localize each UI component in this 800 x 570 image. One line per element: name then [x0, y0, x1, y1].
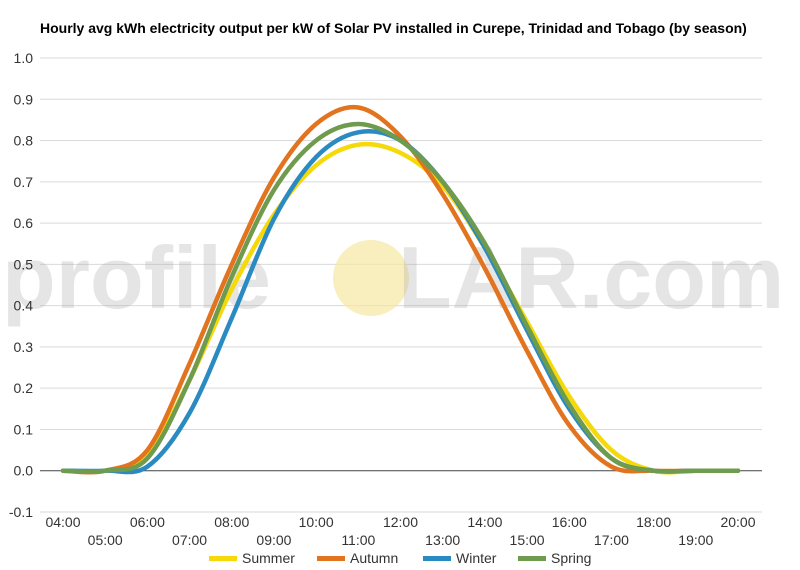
y-tick-label: 0.9: [14, 91, 34, 107]
watermark: profile LAR.com: [2, 228, 784, 327]
x-tick-label: 16:00: [552, 514, 587, 530]
y-tick-label: 0.1: [14, 421, 34, 437]
x-tick-label: 06:00: [130, 514, 165, 530]
x-tick-label: 20:00: [720, 514, 755, 530]
y-tick-label: 0.7: [14, 174, 34, 190]
x-tick-label: 05:00: [88, 532, 123, 548]
legend-label: Spring: [551, 550, 591, 566]
watermark-sun-icon: [333, 240, 409, 316]
x-tick-label: 18:00: [636, 514, 671, 530]
legend-label: Autumn: [350, 550, 398, 566]
y-tick-label: -0.1: [9, 504, 33, 520]
legend-label: Winter: [456, 550, 497, 566]
y-tick-label: 0.2: [14, 380, 34, 396]
series-lines: [60, 104, 741, 475]
legend-item-spring: Spring: [518, 550, 591, 566]
x-tick-label: 14:00: [467, 514, 502, 530]
y-tick-label: 0.5: [14, 256, 34, 272]
x-tick-label: 07:00: [172, 532, 207, 548]
x-tick-label: 15:00: [510, 532, 545, 548]
x-tick-label: 04:00: [45, 514, 80, 530]
y-tick-label: 0.6: [14, 215, 34, 231]
x-tick-label: 09:00: [256, 532, 291, 548]
watermark-text-right: LAR.com: [398, 228, 784, 327]
legend-swatch: [209, 556, 237, 561]
x-tick-label: 11:00: [341, 532, 375, 548]
legend-swatch: [518, 556, 546, 561]
x-tick-label: 13:00: [425, 532, 460, 548]
legend-item-summer: Summer: [209, 550, 295, 566]
y-tick-label: 0.3: [14, 339, 34, 355]
legend-label: Summer: [242, 550, 295, 566]
legend-item-winter: Winter: [423, 550, 497, 566]
legend: Summer Autumn Winter Spring: [209, 550, 591, 566]
chart-title: Hourly avg kWh electricity output per kW…: [40, 20, 747, 36]
legend-swatch: [423, 556, 451, 561]
x-tick-label: 19:00: [678, 532, 713, 548]
y-tick-label: 0.8: [14, 133, 34, 149]
y-tick-label: 0.4: [14, 298, 34, 314]
x-tick-label: 10:00: [299, 514, 334, 530]
x-tick-label: 08:00: [214, 514, 249, 530]
x-tick-label: 17:00: [594, 532, 629, 548]
legend-swatch: [317, 556, 345, 561]
x-axis: 04:00 05:00 06:00 07:00 08:00 09:00 10:00 11:00…: [45, 514, 755, 548]
legend-item-autumn: Autumn: [317, 550, 398, 566]
y-tick-label: 1.0: [14, 50, 34, 66]
x-tick-label: 12:00: [383, 514, 418, 530]
y-tick-label: 0.0: [14, 463, 34, 479]
y-axis: -0.1 0.0 0.1 0.2 0.3 0.4 0.5 0.6 0.7 0.8 0.9 1.0: [9, 50, 33, 520]
